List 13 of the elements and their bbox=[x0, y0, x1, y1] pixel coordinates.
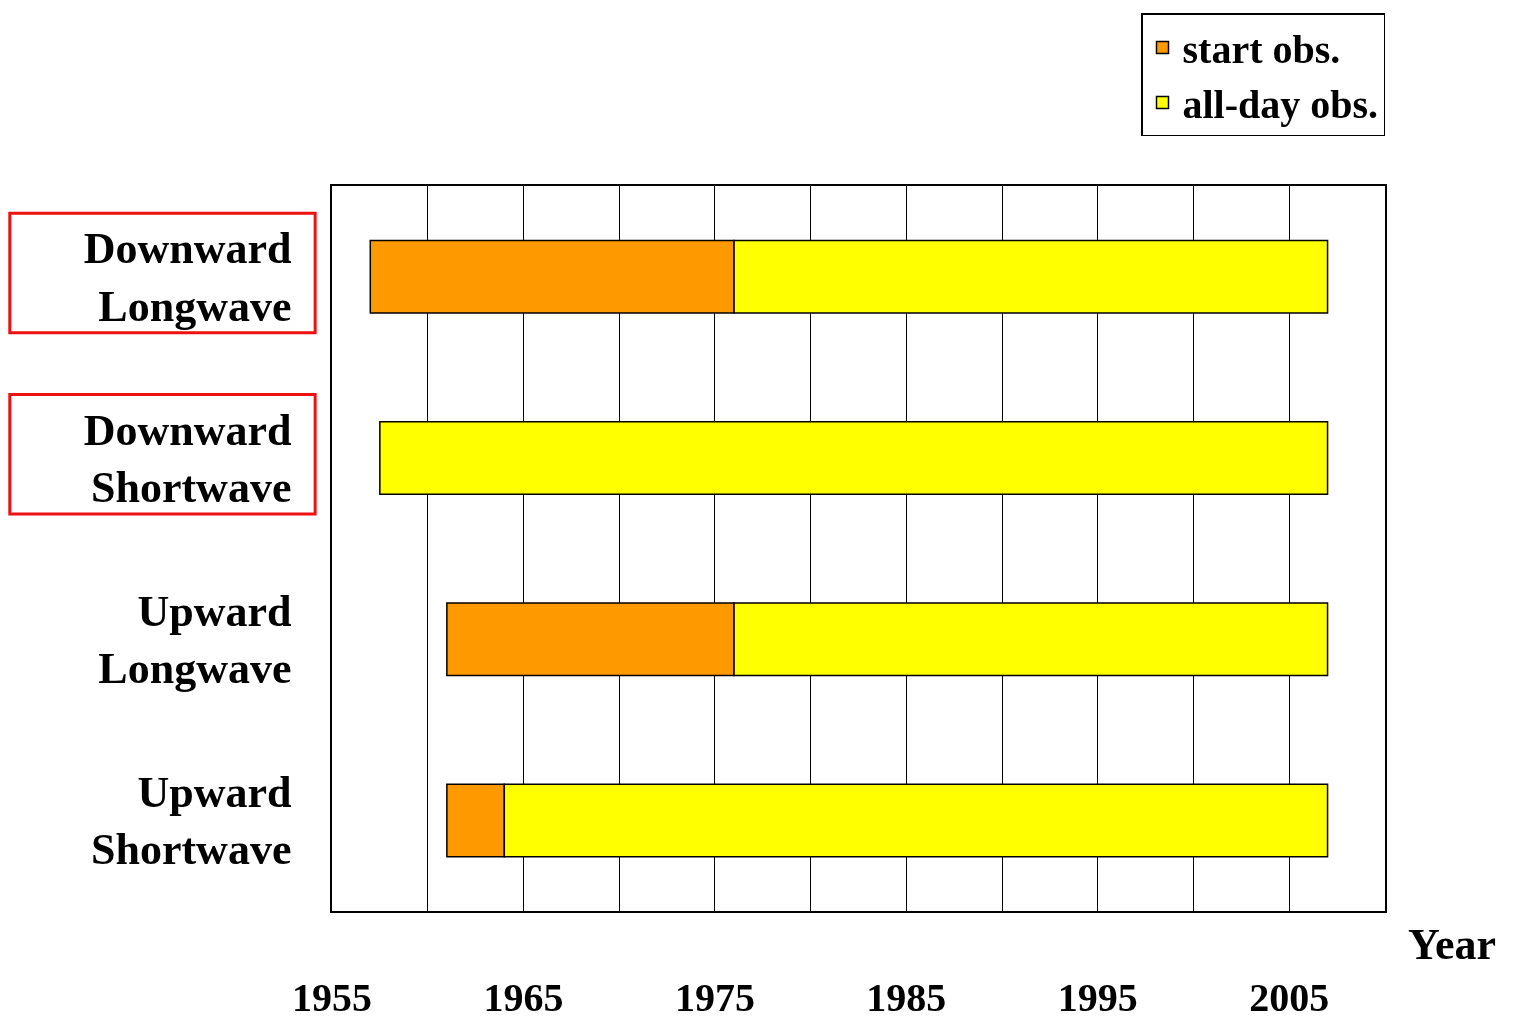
legend-label: all-day obs. bbox=[1182, 82, 1379, 128]
x-axis-title: Year bbox=[1408, 920, 1496, 969]
legend-label: start obs. bbox=[1182, 27, 1341, 73]
x-tick-label: 1985 bbox=[866, 974, 947, 1020]
y-tick-label: Downward Longwave bbox=[83, 224, 292, 331]
x-tick-label: 1975 bbox=[674, 974, 755, 1020]
y-tick-label: Downward Shortwave bbox=[83, 405, 292, 512]
y-tick-label: Upward Longwave bbox=[98, 586, 292, 694]
x-tick-label: 1995 bbox=[1057, 974, 1138, 1020]
x-tick-label: 1955 bbox=[292, 974, 372, 1020]
x-tick-label: 2005 bbox=[1249, 974, 1330, 1020]
y-tick-label: Upward Shortwave bbox=[91, 768, 292, 875]
x-tick-label: 1965 bbox=[483, 974, 564, 1020]
